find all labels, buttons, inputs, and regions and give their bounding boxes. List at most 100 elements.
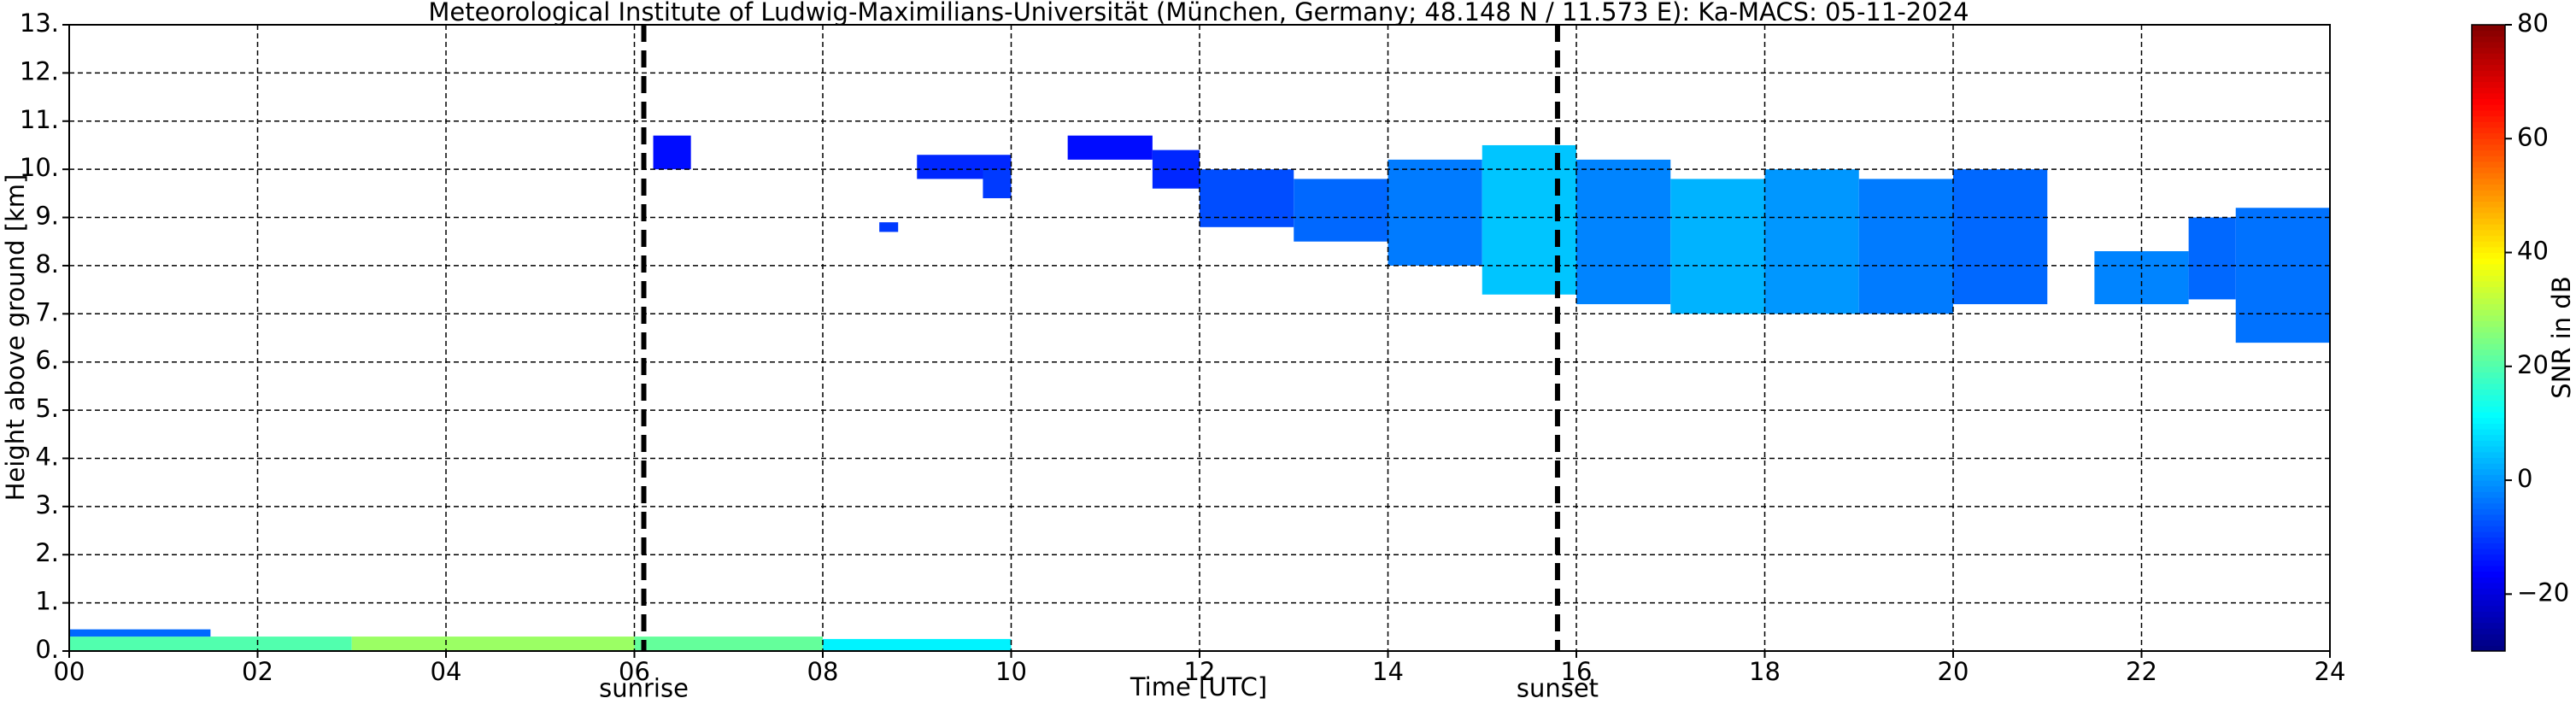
colorbar-segment <box>2472 355 2505 361</box>
colorbar-segment <box>2472 98 2505 105</box>
colorbar-segment <box>2472 491 2505 498</box>
y-tick-label: 13. <box>20 9 59 38</box>
colorbar-tick-label: 40 <box>2517 237 2549 266</box>
colorbar-segment <box>2472 115 2505 122</box>
cell <box>879 222 899 232</box>
colorbar-segment <box>2472 446 2505 453</box>
colorbar-segment <box>2472 343 2505 350</box>
colorbar-tick-label: 0 <box>2517 464 2532 493</box>
colorbar-segment <box>2472 92 2505 100</box>
y-tick-label: 8. <box>35 249 59 279</box>
colorbar-segment <box>2472 372 2505 378</box>
colorbar-segment <box>2472 167 2505 173</box>
colorbar-segment <box>2472 173 2505 179</box>
colorbar-segment <box>2472 297 2505 305</box>
x-tick-label: 20 <box>1938 657 1969 686</box>
y-tick-label: 9. <box>35 202 59 231</box>
cell <box>1482 144 1576 295</box>
colorbar-segment <box>2472 218 2505 225</box>
colorbar-segment <box>2472 600 2505 607</box>
colorbar-segment <box>2472 463 2505 470</box>
colorbar-segment <box>2472 320 2505 327</box>
colorbar-segment <box>2472 497 2505 504</box>
colorbar-segment <box>2472 207 2505 214</box>
colorbar-segment <box>2472 645 2505 652</box>
y-tick-label: 12. <box>20 56 59 85</box>
colorbar-segment <box>2472 155 2505 162</box>
plot-frame <box>68 24 2331 652</box>
colorbar-segment <box>2472 457 2505 464</box>
colorbar-segment <box>2472 378 2505 384</box>
colorbar-segment <box>2472 366 2505 373</box>
colorbar-segment <box>2472 121 2505 128</box>
event-label: sunrise <box>599 674 689 703</box>
chart-title: Meteorological Institute of Ludwig-Maxim… <box>428 0 1969 26</box>
x-tick-label: 06 <box>619 657 650 686</box>
colorbar-segment <box>2472 58 2505 66</box>
colorbar-segment <box>2472 549 2505 555</box>
x-tick-label: 08 <box>807 657 839 686</box>
cell <box>1388 159 1482 266</box>
colorbar-segment <box>2472 252 2505 259</box>
y-axis-label: Height above ground [km] <box>1 174 30 502</box>
colorbar-segment <box>2472 502 2505 509</box>
colorbar-segment <box>2472 605 2505 612</box>
colorbar-tick-label: 80 <box>2517 9 2549 38</box>
x-tick-label: 16 <box>1561 657 1593 686</box>
colorbar-segment <box>2472 525 2505 532</box>
colorbar-segment <box>2472 617 2505 624</box>
event-label: sunset <box>1517 674 1599 703</box>
x-tick-label: 10 <box>995 657 1027 686</box>
colorbar-segment <box>2472 75 2505 83</box>
colorbar-segment <box>2472 337 2505 344</box>
cell <box>1200 169 1294 227</box>
y-tick-label: 3. <box>35 490 59 519</box>
cell <box>1953 169 2048 305</box>
colorbar-segment <box>2472 190 2505 197</box>
cell <box>1764 169 1859 314</box>
cell <box>634 637 823 651</box>
colorbar-segment <box>2472 263 2505 271</box>
colorbar-segment <box>2472 269 2505 276</box>
x-tick-label: 24 <box>2315 657 2346 686</box>
colorbar-segment <box>2472 429 2505 436</box>
colorbar-segment <box>2472 554 2505 560</box>
cell <box>1576 159 1671 305</box>
colorbar-segment <box>2472 292 2505 299</box>
x-tick-label: 04 <box>431 657 462 686</box>
colorbar-segment <box>2472 286 2505 293</box>
colorbar-segment <box>2472 566 2505 572</box>
colorbar-segment <box>2472 30 2505 37</box>
colorbar-segment <box>2472 331 2505 338</box>
colorbar-segment <box>2472 423 2505 430</box>
colorbar-segment <box>2472 25 2505 32</box>
colorbar-segment <box>2472 280 2505 288</box>
cell <box>1294 179 1388 242</box>
colorbar-segment <box>2472 588 2505 595</box>
y-tick-label: 6. <box>35 346 59 375</box>
colorbar-segment <box>2472 41 2505 49</box>
colorbar-segment <box>2472 150 2505 156</box>
colorbar-segment <box>2472 201 2505 208</box>
colorbar-segment <box>2472 417 2505 424</box>
colorbar-segment <box>2472 531 2505 538</box>
colorbar-segment <box>2472 639 2505 646</box>
colorbar-segment <box>2472 451 2505 458</box>
colorbar-segment <box>2472 628 2505 635</box>
y-tick-label: 2. <box>35 538 59 567</box>
colorbar-label: SNR in dB <box>2547 276 2576 398</box>
colorbar-segment <box>2472 514 2505 521</box>
x-tick-label: 14 <box>1372 657 1404 686</box>
colorbar-segment <box>2472 519 2505 526</box>
colorbar-segment <box>2472 537 2505 543</box>
colorbar-segment <box>2472 81 2505 88</box>
colorbar-segment <box>2472 560 2505 566</box>
cell <box>1067 135 1153 160</box>
cell <box>1858 179 1953 314</box>
y-tick-label: 5. <box>35 394 59 423</box>
colorbar-segment <box>2472 314 2505 322</box>
colorbar-segment <box>2472 577 2505 584</box>
colorbar-segment <box>2472 275 2505 282</box>
colorbar-segment <box>2472 395 2505 402</box>
